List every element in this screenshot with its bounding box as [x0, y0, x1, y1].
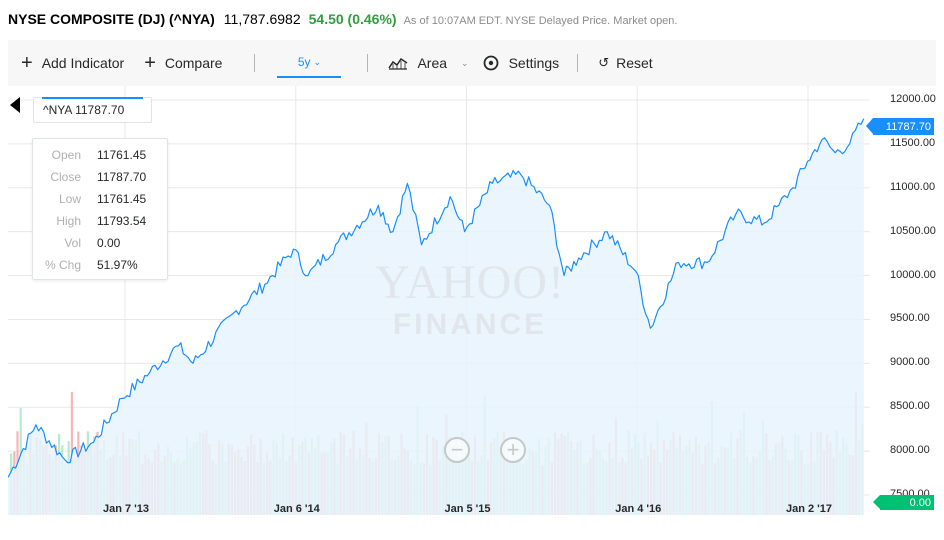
tooltip-value: 51.97%	[97, 258, 138, 272]
range-label: 5y	[297, 55, 311, 69]
quote-change: 54.50 (0.46%)	[308, 11, 397, 27]
tooltip-key: High	[56, 214, 81, 228]
y-tick-label: 9500.00	[890, 312, 930, 325]
area-chart-icon	[388, 56, 408, 70]
plus-icon: +	[21, 52, 33, 74]
quote-status: As of 10:07AM EDT. NYSE Delayed Price. M…	[403, 15, 678, 27]
current-volume-flag: 0.00	[873, 495, 934, 510]
zoom-in-icon[interactable]: +	[500, 437, 526, 463]
x-tick-label: Jan 2 '17	[786, 503, 833, 515]
tooltip-row: Low 11761.45	[33, 188, 167, 210]
tooltip-key: Close	[50, 170, 81, 184]
add-indicator-button[interactable]: + Add Indicator	[21, 53, 124, 73]
add-indicator-label: Add Indicator	[41, 55, 125, 71]
zoom-out-icon[interactable]: −	[444, 437, 470, 463]
tooltip-row: % Chg 51.97%	[33, 254, 167, 276]
reset-button[interactable]: ↺ Reset	[598, 55, 652, 71]
price-area	[8, 118, 864, 515]
toolbar-divider	[577, 54, 579, 72]
settings-button[interactable]: Settings	[483, 55, 560, 71]
tooltip-row: High 11793.54	[33, 210, 167, 232]
chevron-down-icon: ⌄	[313, 56, 322, 67]
plus-icon: +	[144, 52, 156, 74]
range-dropdown[interactable]: 5y ⌄	[277, 48, 342, 78]
reset-icon: ↺	[598, 55, 610, 70]
y-tick-label: 11500.00	[890, 136, 936, 149]
compare-label: Compare	[164, 55, 223, 71]
y-tick-label: 12000.00	[890, 93, 936, 105]
toolbar-divider	[367, 54, 369, 72]
chevron-down-icon: ⌄	[461, 57, 469, 68]
tooltip-key: Open	[51, 148, 81, 162]
quote-header: NYSE COMPOSITE (DJ) (^NYA) 11,787.6982 5…	[8, 11, 677, 31]
back-arrow-icon[interactable]	[10, 97, 20, 113]
toolbar-divider	[254, 54, 256, 72]
chart-type-label: Area	[417, 55, 448, 71]
tooltip-key: Low	[58, 192, 81, 206]
x-tick-label: Jan 6 '14	[273, 503, 320, 515]
reset-label: Reset	[616, 55, 653, 71]
x-tick-label: Jan 5 '15	[444, 503, 491, 515]
tooltip-key: Vol	[64, 236, 81, 250]
quote-name: NYSE COMPOSITE (DJ) (^NYA)	[8, 11, 215, 27]
y-tick-label: 11000.00	[890, 180, 936, 193]
x-tick-label: Jan 4 '16	[615, 503, 662, 515]
x-tick-label: Jan 7 '13	[103, 503, 150, 515]
ohlc-tooltip: Open 11761.45 Close 11787.70 Low 11761.45 High…	[32, 138, 168, 280]
tooltip-value: 11761.45	[97, 192, 147, 206]
tooltip-row: Vol 0.00	[33, 232, 167, 254]
price-line	[8, 118, 865, 478]
y-tick-label: 10000.00	[890, 268, 936, 281]
current-price-flag: 11787.70	[866, 118, 934, 135]
series-tag[interactable]: ^NYA 11787.70	[33, 97, 152, 123]
y-tick-label: 8000.00	[890, 444, 930, 457]
price-chart[interactable]	[8, 86, 936, 516]
tooltip-value: 11761.45	[97, 148, 147, 162]
tooltip-value: 11793.54	[97, 214, 147, 228]
y-tick-label: 9000.00	[890, 356, 930, 369]
chart-toolbar: + Add Indicator + Compare 5y ⌄ Area ⌄	[8, 40, 936, 86]
y-tick-label: 8500.00	[890, 400, 930, 413]
tooltip-key: % Chg	[44, 258, 81, 272]
compare-button[interactable]: + Compare	[144, 53, 222, 73]
tooltip-row: Open 11761.45	[33, 144, 167, 166]
chart-type-dropdown[interactable]: Area ⌄	[388, 55, 469, 71]
settings-label: Settings	[508, 55, 560, 71]
tooltip-value: 0.00	[97, 236, 121, 250]
quote-price: 11,787.6982	[223, 11, 301, 27]
tooltip-row: Close 11787.70	[33, 166, 167, 188]
gear-icon	[483, 55, 499, 71]
tooltip-value: 11787.70	[97, 170, 147, 184]
y-tick-label: 10500.00	[890, 224, 936, 237]
